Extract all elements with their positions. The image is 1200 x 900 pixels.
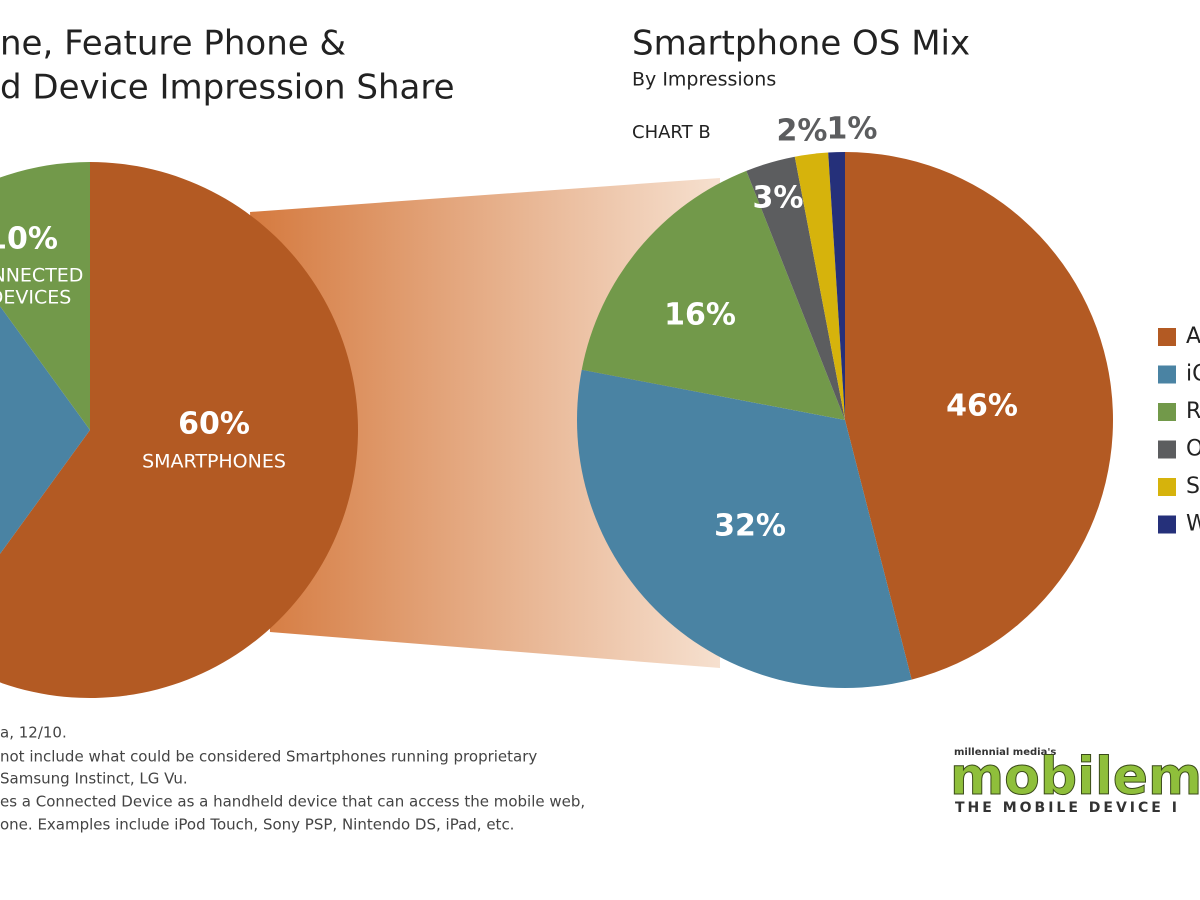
legend-swatch <box>1158 440 1176 459</box>
annotation: CHART B <box>632 122 711 143</box>
pie-slice <box>0 306 90 554</box>
logo-name: mobilem <box>950 747 1200 807</box>
pie-slice <box>0 162 358 698</box>
left-title: ne, Feature Phone & <box>0 24 346 64</box>
slice-label: ONNECTED <box>0 265 83 287</box>
legend-swatch <box>1158 365 1176 384</box>
legend-label: W <box>1186 512 1200 537</box>
legend-label: S <box>1186 474 1200 499</box>
value-label: 60% <box>178 407 250 442</box>
value-label: 3% <box>753 181 804 216</box>
pie-slice <box>794 152 845 420</box>
right-title: Smartphone OS Mix <box>632 24 970 64</box>
footnote: Samsung Instinct, LG Vu. <box>0 770 188 788</box>
connector-band <box>250 178 720 668</box>
footnote: es a Connected Device as a handheld devi… <box>0 793 585 811</box>
left-title: d Device Impression Share <box>0 68 455 108</box>
pie-slice <box>581 170 845 420</box>
legend-swatch <box>1158 328 1176 346</box>
footnote: not include what could be considered Sma… <box>0 748 537 766</box>
legend-label: A <box>1186 324 1200 349</box>
pie-slice <box>845 152 1113 680</box>
footnote: one. Examples include iPod Touch, Sony P… <box>0 816 514 834</box>
value-label: 16% <box>664 298 736 333</box>
value-label: 46% <box>946 389 1018 424</box>
value-label: 10% <box>0 222 58 257</box>
logo-tagline: millennial media's <box>954 747 1056 758</box>
legend-swatch <box>1158 478 1176 496</box>
pie-slice <box>0 162 90 430</box>
value-label: 2% <box>777 114 828 149</box>
legend-label: iO <box>1186 362 1200 387</box>
slice-label: SMARTPHONES <box>142 451 286 473</box>
pie-slice <box>828 152 845 420</box>
pie-slice <box>577 369 912 688</box>
subtitle: By Impressions <box>632 69 776 91</box>
value-label: 32% <box>714 509 786 544</box>
legend-swatch <box>1158 403 1176 421</box>
legend-swatch <box>1158 515 1176 534</box>
legend-label: R <box>1186 399 1200 424</box>
footnotes: a, 12/10. not include what could be cons… <box>0 724 585 834</box>
legend-label: O <box>1186 437 1200 462</box>
logo-slogan: THE MOBILE DEVICE I <box>955 800 1180 816</box>
pie-slice <box>746 156 845 420</box>
footnote: a, 12/10. <box>0 724 67 742</box>
value-label: 1% <box>827 112 878 147</box>
